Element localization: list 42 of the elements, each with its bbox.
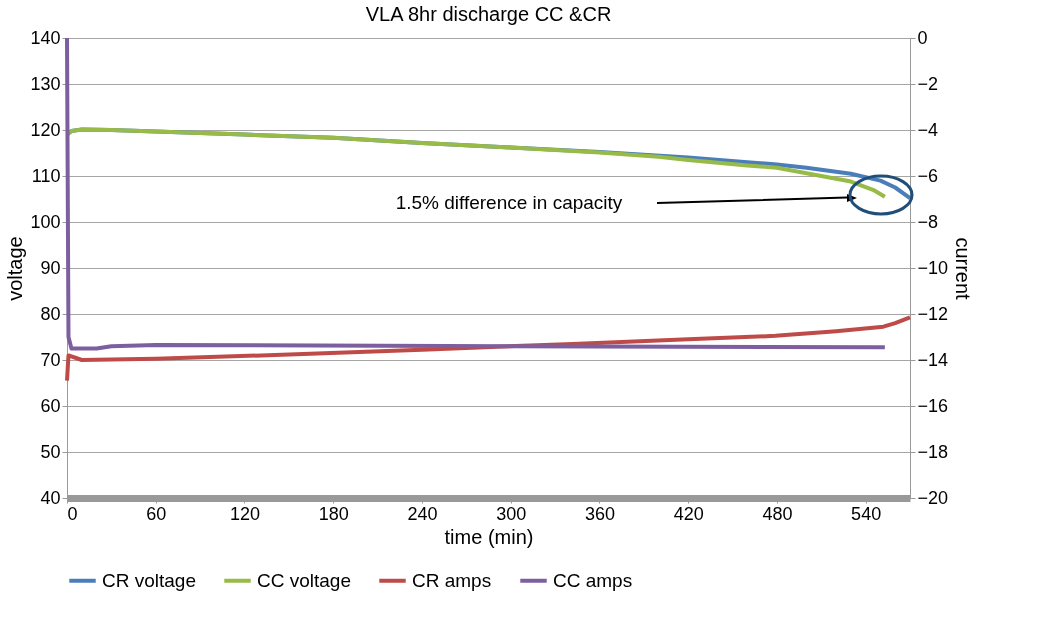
y2-tick-label: −10 (917, 257, 949, 278)
y-tick-label: 90 (40, 257, 61, 278)
x-tick-label: 180 (318, 503, 349, 524)
x-tick-label: 420 (673, 503, 704, 524)
x-tick-label: 0 (67, 503, 78, 524)
y-tick-label: 140 (30, 27, 61, 48)
legend-label: CR voltage (102, 569, 196, 591)
y2-tick-label: 0 (917, 27, 928, 48)
legend-label: CC amps (553, 569, 633, 591)
y2-tick-label: −6 (917, 165, 939, 186)
y-tick-label: 110 (31, 165, 61, 186)
x-tick-label: 480 (762, 503, 793, 524)
line-series (65, 36, 887, 351)
y2-tick-label: −8 (917, 211, 939, 232)
legend-label: CR amps (412, 569, 492, 591)
y-tick-label: 130 (30, 73, 61, 94)
y2-tick-label: −18 (917, 441, 949, 462)
y2-tick-label: −12 (917, 303, 949, 324)
x-tick-label: 540 (851, 503, 882, 524)
y2-tick-label: −20 (917, 487, 949, 508)
x-tick-label: 240 (407, 503, 438, 524)
y2-tick-label: −4 (917, 119, 939, 140)
x-tick-label: 360 (584, 503, 615, 524)
y2-tick-label: −14 (917, 349, 949, 370)
y-tick-label: 100 (30, 211, 61, 232)
legend-label: CC voltage (257, 569, 351, 591)
chart-title: VLA 8hr discharge CC &CR (365, 3, 612, 25)
y-axis-title: voltage (4, 236, 27, 301)
y-tick-label: 70 (40, 349, 61, 370)
y-tick-label: 40 (40, 487, 61, 508)
x-tick-label: 60 (146, 503, 167, 524)
y-tick-label: 50 (40, 441, 61, 462)
x-axis-title: time (min) (444, 525, 534, 548)
y2-tick-label: −16 (917, 395, 949, 416)
y2-axis-title: current (952, 237, 975, 301)
x-tick-label: 300 (496, 503, 527, 524)
y-tick-label: 60 (40, 395, 61, 416)
annotation: 1.5% difference in capacity (395, 192, 623, 213)
y2-tick-label: −2 (917, 73, 939, 94)
x-tick-label: 120 (229, 503, 260, 524)
y-tick-label: 120 (30, 119, 61, 140)
y-tick-label: 80 (40, 303, 61, 324)
